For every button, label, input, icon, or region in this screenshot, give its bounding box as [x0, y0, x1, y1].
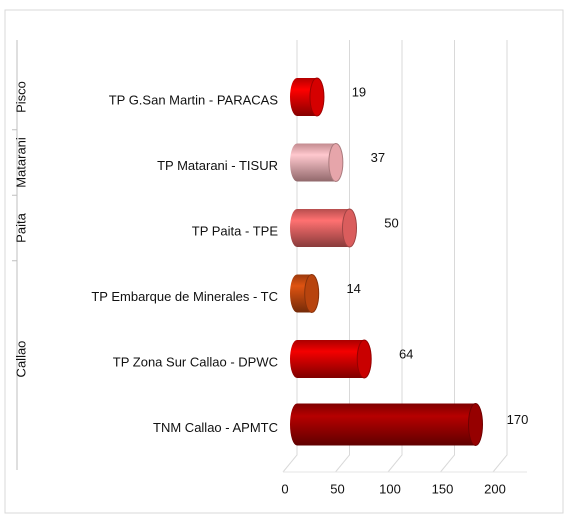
grid-line [387, 40, 403, 473]
grid-line [440, 40, 455, 473]
x-tick-label: 50 [330, 481, 344, 496]
group-label: Paita [13, 212, 28, 242]
value-label: 64 [399, 346, 413, 361]
group-label: Matarani [13, 137, 28, 188]
grid-line [335, 40, 350, 473]
value-label: 170 [507, 412, 529, 427]
x-tick-label: 150 [432, 481, 454, 496]
category-label: TNM Callao - APMTC [153, 420, 278, 435]
x-tick-label: 100 [379, 481, 401, 496]
category-label: TP Zona Sur Callao - DPWC [113, 354, 278, 369]
bar-cap [328, 143, 344, 182]
category-label: TP Embarque de Minerales - TC [91, 289, 278, 304]
bar-cap [342, 208, 357, 248]
grid-line [492, 40, 508, 473]
bar-body [290, 340, 372, 378]
bar [290, 77, 325, 117]
x-tick-label: 200 [484, 481, 506, 496]
value-label: 14 [346, 281, 360, 296]
bar [290, 143, 344, 182]
bar-body [290, 403, 483, 446]
bar [290, 274, 320, 313]
bar-cap [468, 403, 483, 446]
value-label: 37 [371, 150, 385, 165]
bar-cap [356, 339, 372, 379]
category-label: TP Paita - TPE [192, 223, 279, 238]
bar-cap [304, 274, 320, 313]
bar [290, 403, 483, 446]
bar [290, 208, 357, 248]
category-label: TP G.San Martin - PARACAS [109, 92, 279, 107]
value-label: 19 [352, 84, 366, 99]
bar-cap [309, 77, 325, 117]
value-label: 50 [384, 215, 398, 230]
category-label: TP Matarani - TISUR [157, 158, 278, 173]
bar-body [290, 209, 357, 247]
x-tick-label: 0 [281, 481, 288, 496]
group-label: Callao [13, 341, 28, 378]
bar [290, 339, 372, 379]
group-label: Pisco [13, 81, 28, 113]
